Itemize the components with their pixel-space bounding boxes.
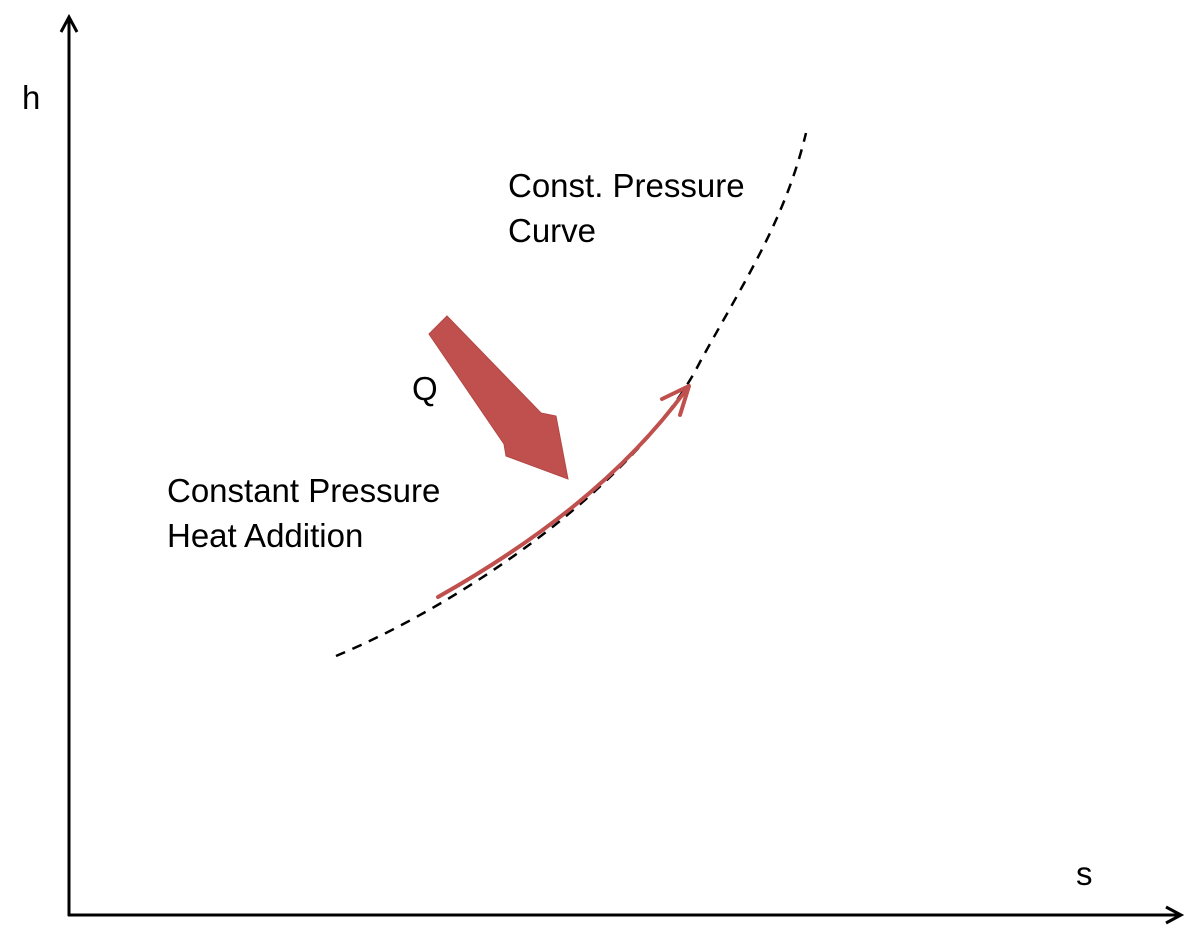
constant-pressure-curve xyxy=(335,132,808,658)
x-axis-arrowhead xyxy=(1165,905,1185,925)
process-arrowhead xyxy=(660,384,691,417)
curve-label-line2: Curve xyxy=(508,212,596,249)
heat-label: Q xyxy=(412,370,438,407)
y-axis-arrowhead xyxy=(59,13,79,33)
curve-label-line1: Const. Pressure xyxy=(508,167,745,204)
x-axis-label: s xyxy=(1076,855,1093,892)
heat-input-arrow xyxy=(428,315,569,480)
y-axis-label: h xyxy=(22,79,40,116)
axes xyxy=(59,13,1185,925)
process-label-line2: Heat Addition xyxy=(167,517,363,554)
process-label-line1: Constant Pressure xyxy=(167,472,440,509)
heat-addition-process-path xyxy=(436,388,688,599)
